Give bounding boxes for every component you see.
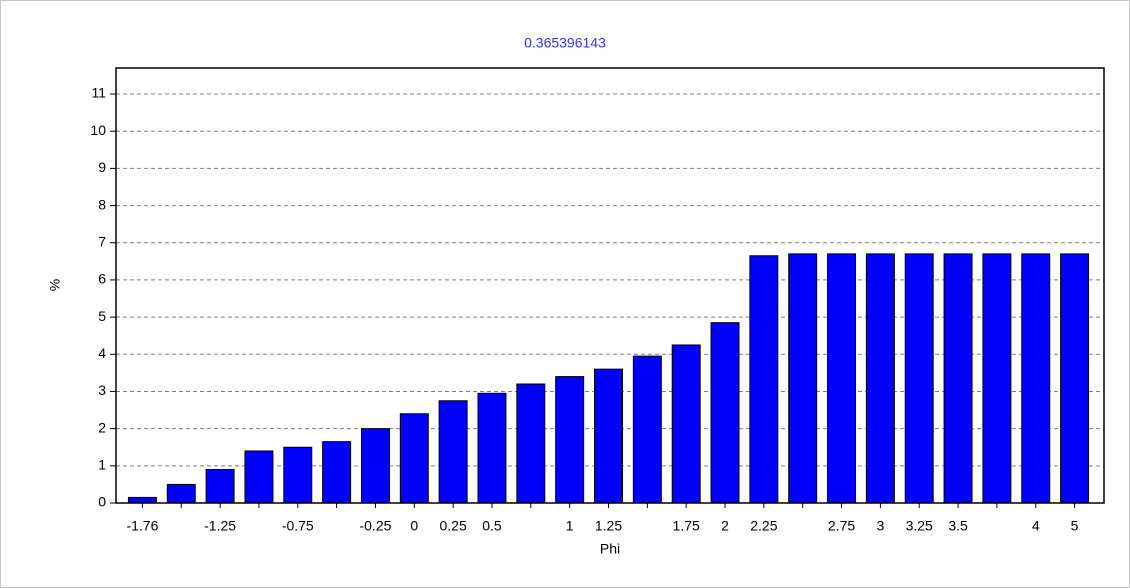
bar [1060, 253, 1090, 504]
y-tick-label: 0 [98, 494, 106, 510]
x-tick-label: 0.5 [482, 518, 502, 534]
bar [438, 400, 468, 504]
x-tick-label: 3.5 [948, 518, 968, 534]
x-tick-label: 1 [566, 518, 574, 534]
y-tick-label: 11 [91, 85, 106, 101]
bar [632, 355, 662, 504]
x-tick-label: 2.25 [750, 518, 777, 534]
bar [594, 368, 623, 504]
bar [127, 496, 157, 504]
y-tick-label: 8 [98, 196, 106, 212]
y-tick-label: 4 [98, 345, 106, 361]
bar [555, 376, 585, 504]
bar [865, 253, 895, 504]
x-axis-label: Phi [600, 541, 620, 557]
x-tick-label: 4 [1032, 518, 1040, 534]
x-tick-label: 5 [1071, 518, 1079, 534]
bar [244, 450, 274, 504]
bar [477, 392, 507, 504]
bar [399, 413, 429, 504]
bar [749, 255, 779, 504]
bar [943, 253, 973, 504]
bar [205, 469, 235, 504]
x-tick-label: 0 [410, 518, 418, 534]
y-tick-label: 9 [98, 159, 106, 175]
x-tick-label: 3.25 [906, 518, 933, 534]
bar [516, 383, 546, 504]
x-tick-label: 1.25 [595, 518, 622, 534]
bar [904, 253, 934, 504]
x-tick-label: 2 [721, 518, 729, 534]
bar [166, 483, 196, 504]
bar [671, 344, 701, 504]
y-tick-label: 6 [98, 271, 106, 287]
x-tick-label: -0.75 [282, 518, 314, 534]
x-tick-label: -1.25 [204, 518, 236, 534]
bar [1021, 253, 1051, 504]
x-tick-label: -1.76 [126, 518, 158, 534]
y-tick-label: 3 [98, 382, 106, 398]
bar [322, 441, 352, 504]
y-tick-label: 7 [98, 233, 106, 249]
bar [982, 253, 1012, 504]
y-tick-label: 10 [90, 122, 106, 138]
y-tick-label: 1 [98, 457, 106, 473]
x-tick-label: 0.25 [440, 518, 467, 534]
x-tick-label: 2.75 [828, 518, 855, 534]
bar [788, 253, 818, 504]
plot-frame [115, 67, 1105, 504]
bar [710, 322, 740, 504]
x-tick-label: 1.75 [673, 518, 700, 534]
y-tick-label: 2 [98, 419, 106, 435]
y-tick-label: 5 [98, 308, 106, 324]
bar [283, 446, 313, 504]
bar [360, 428, 390, 504]
bar [827, 253, 857, 504]
x-tick-label: 3 [876, 518, 884, 534]
chart-title: 0.365396143 [524, 35, 606, 51]
x-tick-label: -0.25 [359, 518, 391, 534]
y-axis-label: % [47, 279, 63, 291]
